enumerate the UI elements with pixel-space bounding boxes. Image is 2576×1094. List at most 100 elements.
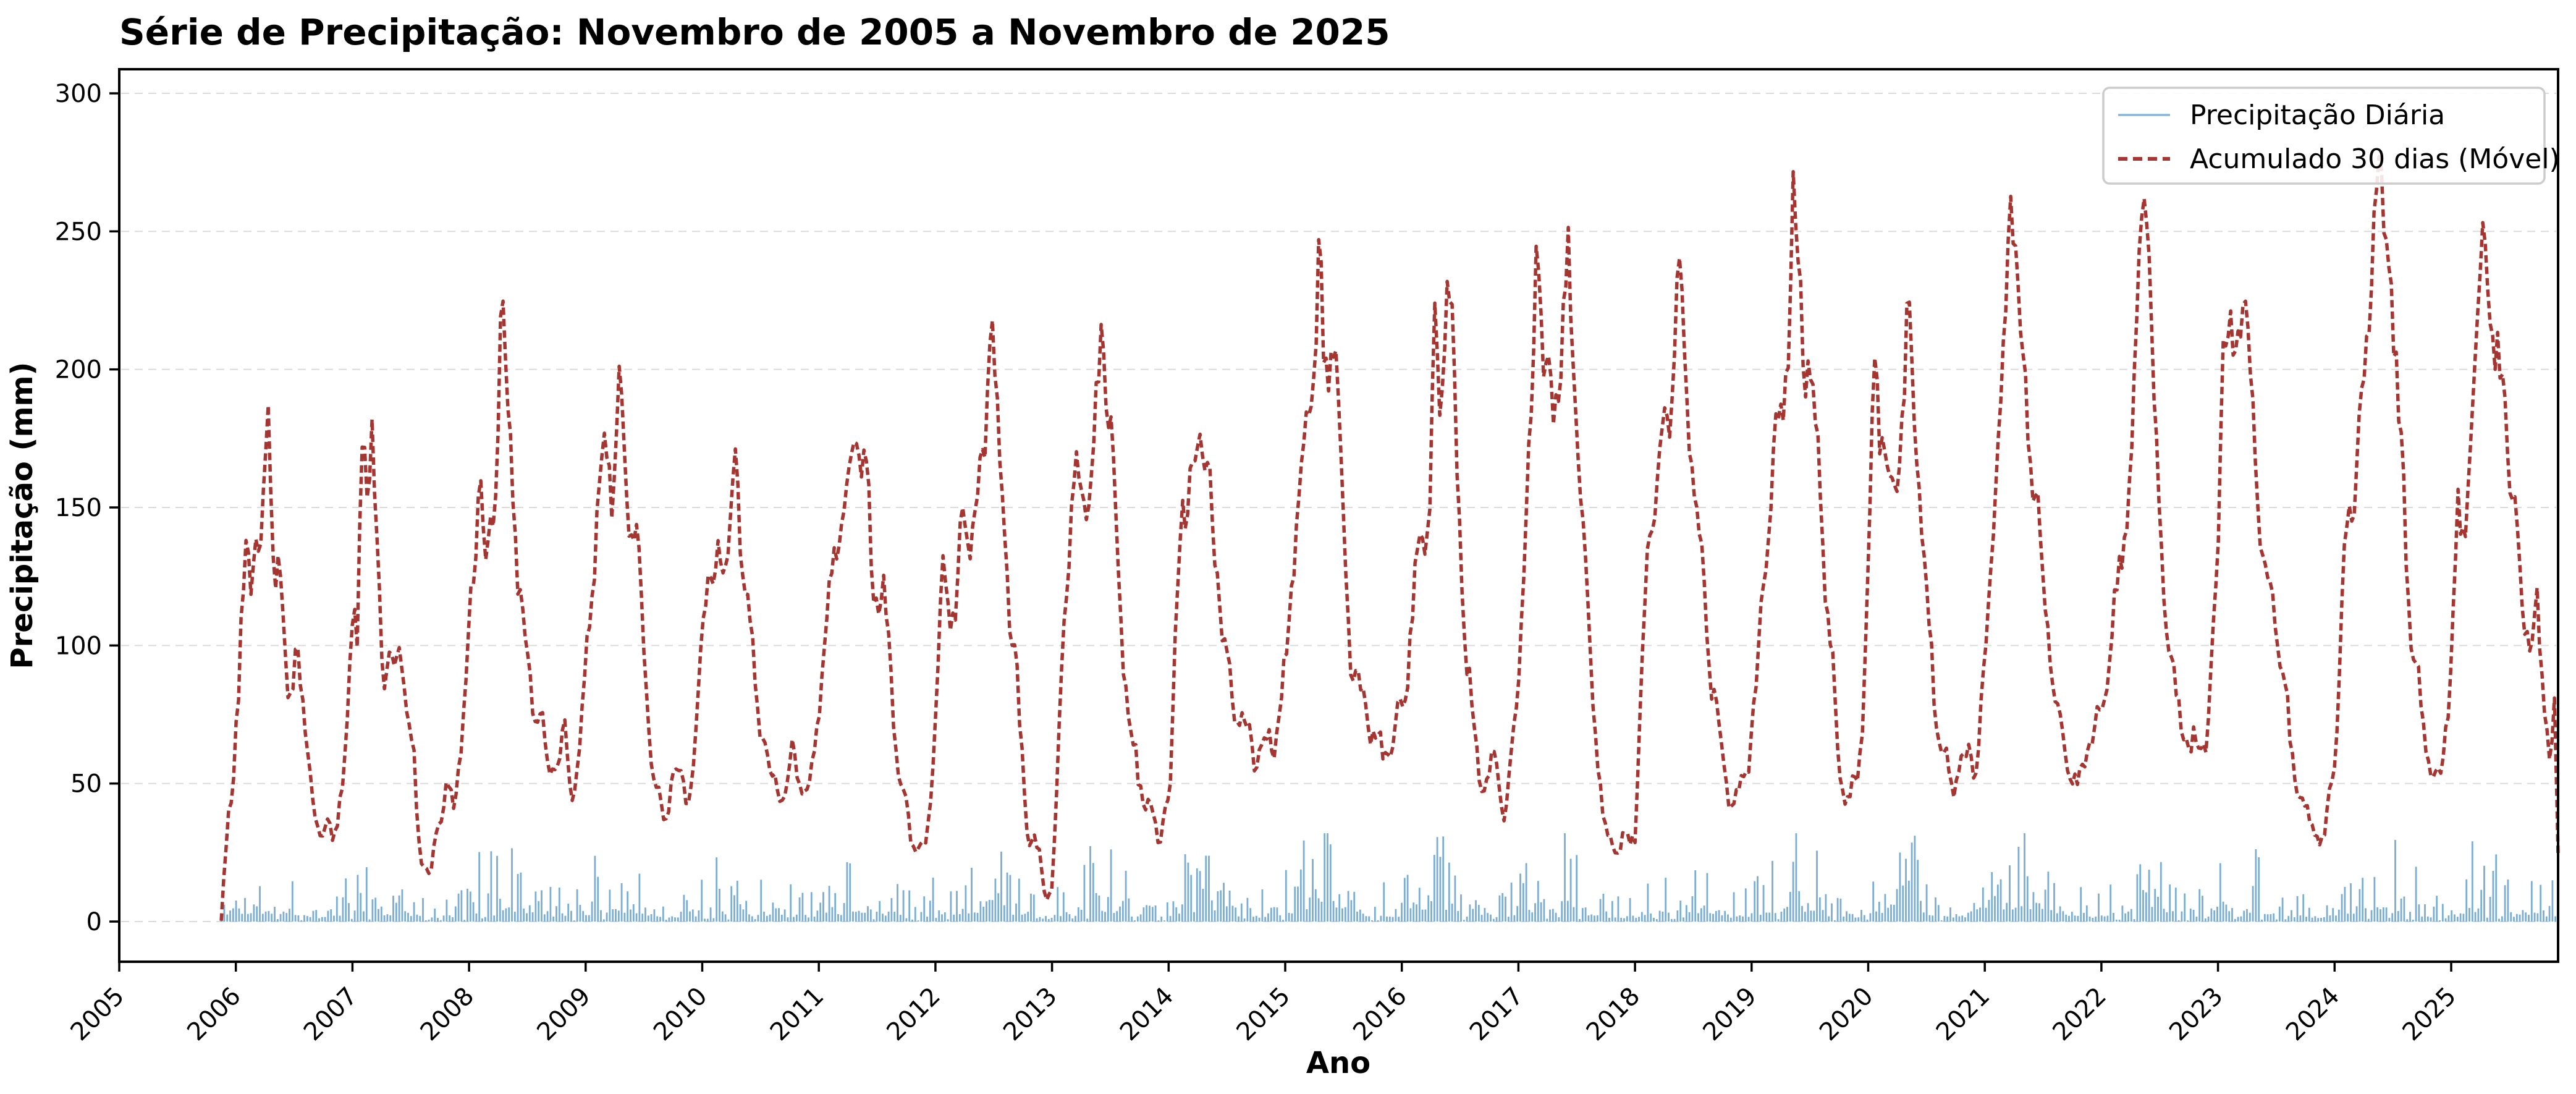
daily-bar: [1658, 910, 1661, 922]
daily-bar: [1196, 868, 1198, 922]
daily-bar: [2157, 896, 2159, 922]
daily-bar: [2344, 886, 2346, 922]
daily-bar: [1406, 875, 1409, 922]
daily-bar: [2026, 876, 2029, 922]
daily-bar: [1329, 844, 1332, 922]
daily-bar: [318, 918, 320, 922]
daily-bar: [570, 910, 572, 922]
daily-bar: [950, 891, 952, 922]
daily-bar: [2204, 918, 2206, 922]
daily-bar: [2222, 901, 2224, 922]
daily-bar: [1154, 905, 1157, 922]
daily-bar: [2154, 889, 2156, 922]
daily-bar: [1896, 889, 1898, 922]
daily-bar: [1587, 915, 1590, 922]
daily-bar: [1955, 914, 1957, 922]
daily-bar: [597, 876, 599, 922]
daily-bar: [1833, 920, 1836, 922]
daily-bar: [2406, 919, 2409, 922]
daily-bar: [555, 906, 557, 922]
daily-bar: [564, 915, 567, 922]
daily-bar: [1134, 920, 1136, 922]
daily-bar: [867, 906, 869, 922]
x-tick-label: 2010: [648, 982, 713, 1047]
daily-bar: [2332, 908, 2334, 922]
daily-bar: [1531, 912, 1534, 922]
daily-bar: [546, 911, 549, 922]
daily-bar: [561, 913, 564, 922]
daily-bar: [2246, 909, 2248, 922]
legend-label-daily: Precipitação Diária: [2190, 100, 2445, 131]
daily-bar: [2337, 909, 2340, 922]
daily-bar: [410, 916, 412, 922]
daily-bar: [1128, 898, 1130, 922]
daily-bar: [932, 877, 934, 922]
daily-bar: [600, 910, 602, 922]
daily-bar: [1549, 909, 1551, 922]
daily-bar: [1110, 849, 1112, 922]
daily-bar: [223, 904, 226, 922]
x-tick-label: 2012: [881, 982, 946, 1047]
daily-bar: [2515, 914, 2518, 922]
daily-bar: [1905, 859, 1907, 922]
daily-bar: [1641, 912, 1643, 922]
daily-bar: [1068, 914, 1071, 922]
daily-bar: [1644, 915, 1646, 922]
daily-bar: [2113, 913, 2114, 922]
daily-bar: [1555, 912, 1557, 922]
daily-bar: [1317, 898, 1320, 922]
daily-bar: [1045, 916, 1047, 922]
daily-bar: [1540, 902, 1542, 922]
daily-bar: [1391, 917, 1394, 922]
daily-bar: [2115, 919, 2118, 922]
daily-bar: [2365, 908, 2367, 922]
daily-bar: [971, 867, 973, 922]
daily-bar: [1611, 901, 1613, 922]
daily-bar: [2187, 920, 2189, 922]
daily-bar: [374, 897, 377, 922]
daily-bar: [1863, 915, 1865, 922]
daily-bar: [1729, 917, 1732, 922]
daily-bar: [526, 913, 528, 922]
daily-bar: [1907, 880, 1910, 922]
daily-bar: [1564, 833, 1566, 922]
daily-bar: [1368, 916, 1370, 922]
daily-bar: [499, 899, 501, 922]
x-tick-label: 2013: [998, 982, 1063, 1047]
daily-bar: [1220, 890, 1222, 922]
daily-bar: [1409, 908, 1412, 922]
daily-bar: [1810, 910, 1812, 922]
daily-bar: [1768, 912, 1771, 922]
daily-bar: [1573, 907, 1575, 922]
daily-bar: [2189, 909, 2192, 922]
daily-bar: [1617, 896, 1620, 922]
daily-bar: [1724, 910, 1726, 922]
daily-bar: [751, 916, 753, 922]
daily-bar: [2184, 893, 2186, 922]
daily-bar: [1231, 905, 1234, 922]
daily-bar: [419, 915, 421, 922]
daily-bar: [1421, 909, 1424, 922]
daily-bar: [917, 920, 919, 922]
daily-bar: [294, 915, 297, 922]
daily-bar: [1065, 912, 1068, 922]
daily-bar: [897, 884, 898, 922]
daily-bar: [1487, 913, 1489, 922]
daily-bar: [398, 895, 400, 922]
daily-bar: [1039, 917, 1041, 922]
daily-bar: [2533, 912, 2536, 922]
daily-bar: [2456, 917, 2459, 922]
daily-bar: [1095, 893, 1097, 922]
daily-bar: [1718, 910, 1720, 922]
daily-bar: [1255, 915, 1257, 922]
daily-bar: [801, 893, 804, 922]
daily-bar: [709, 907, 712, 922]
daily-bar: [2202, 896, 2203, 922]
daily-bar: [350, 918, 353, 922]
x-axis-ticks: 2005 2006 2007 2008 2009 2010 2011 2012 2013 2014…: [65, 962, 2462, 1046]
daily-bar: [1374, 907, 1376, 922]
daily-bar: [1786, 907, 1788, 922]
daily-bar: [1914, 836, 1916, 922]
daily-bar: [1831, 903, 1833, 922]
daily-bar: [1626, 916, 1628, 922]
